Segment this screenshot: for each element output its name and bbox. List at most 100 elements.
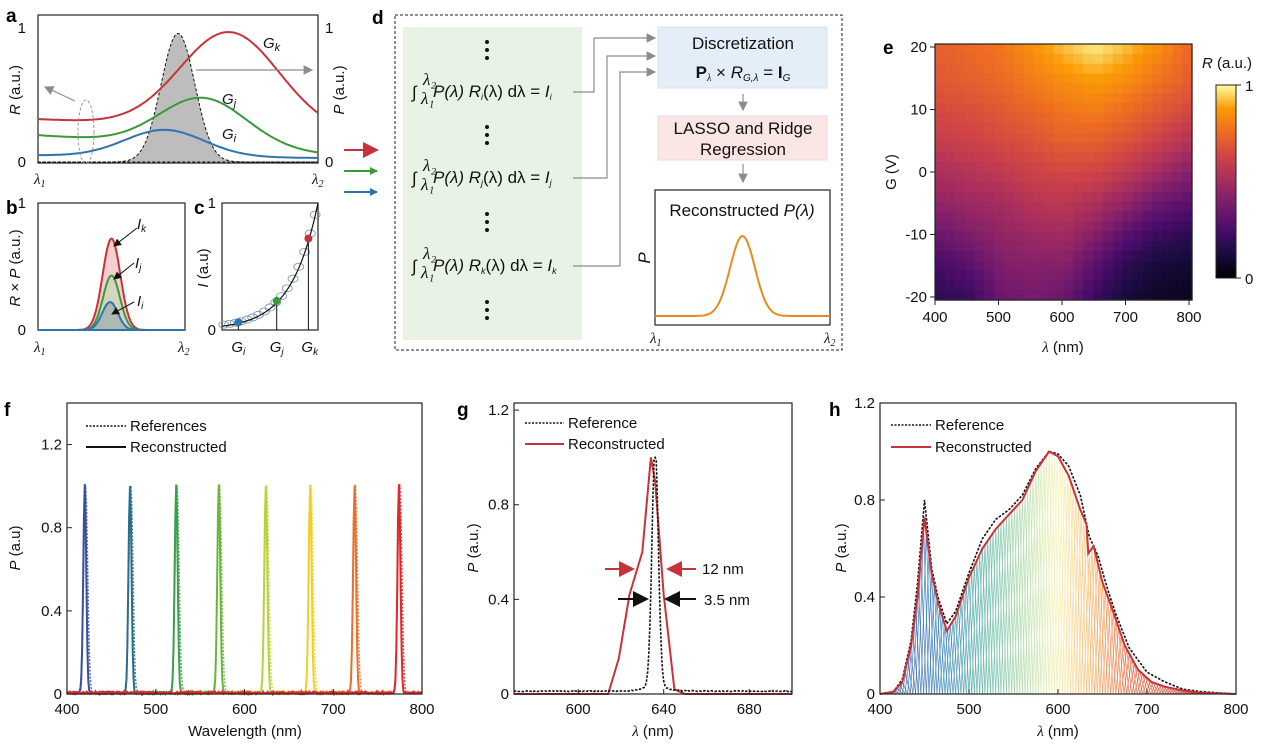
heatmap-cell bbox=[1033, 211, 1045, 222]
heatmap-cell bbox=[974, 93, 986, 104]
panel-label-d: d bbox=[372, 8, 384, 29]
measurement-circle bbox=[287, 274, 299, 283]
heatmap-cell bbox=[1073, 181, 1084, 193]
heatmap-cell bbox=[1043, 83, 1055, 94]
heatmap-cell bbox=[1112, 290, 1124, 301]
heatmap-cell bbox=[1162, 152, 1173, 163]
heatmap-cell bbox=[1182, 201, 1193, 212]
heatmap-cell bbox=[984, 211, 995, 222]
heatmap-cell bbox=[935, 93, 946, 104]
heatmap-cell bbox=[1112, 260, 1124, 272]
heatmap-cell bbox=[1063, 280, 1074, 291]
heatmap-cell bbox=[1093, 83, 1104, 94]
heatmap-cell bbox=[944, 270, 956, 281]
heatmap-cell bbox=[935, 132, 946, 144]
heatmap-cell bbox=[1083, 172, 1094, 183]
heatmap-cell bbox=[1112, 83, 1124, 94]
heatmap-cell bbox=[964, 201, 976, 212]
heatmap-cell bbox=[1112, 181, 1124, 193]
heatmap-cell bbox=[1043, 103, 1055, 114]
heatmap-cell bbox=[1182, 270, 1193, 281]
heatmap-cell bbox=[944, 112, 956, 124]
panel-c-current-plot: 1 0 I (a.u) Gi Gj Gk bbox=[195, 195, 321, 358]
heatmap-cell bbox=[1182, 240, 1193, 252]
heatmap-cell bbox=[984, 44, 995, 55]
heatmap-cell bbox=[1172, 290, 1183, 301]
heatmap-cell bbox=[1033, 44, 1045, 55]
heatmap-cell bbox=[1033, 103, 1045, 114]
heatmap-cell bbox=[954, 162, 966, 173]
heatmap-cell bbox=[1053, 63, 1065, 75]
heatmap-cell bbox=[1182, 221, 1193, 232]
heatmap-cell bbox=[1152, 53, 1163, 65]
heatmap-cell bbox=[1112, 162, 1124, 173]
heatmap-cell bbox=[1142, 280, 1154, 291]
y-tick-left: 0 bbox=[18, 154, 26, 171]
heatmap-cell bbox=[1142, 181, 1154, 193]
x-tick-label: 800 bbox=[1223, 701, 1248, 718]
heatmap-cell bbox=[1122, 132, 1134, 144]
pointer-arrow bbox=[111, 301, 135, 315]
heatmap-cell bbox=[1142, 231, 1154, 242]
heatmap-cell bbox=[1004, 221, 1015, 232]
heatmap-cell bbox=[1033, 93, 1045, 104]
heatmap-cell bbox=[1033, 73, 1045, 84]
heatmap-cell bbox=[964, 191, 976, 203]
heatmap-cell bbox=[1014, 231, 1025, 242]
heatmap-cell bbox=[935, 290, 946, 301]
heatmap-cell bbox=[1093, 221, 1104, 232]
heatmap-cell bbox=[935, 53, 946, 65]
heatmap-cell bbox=[1004, 93, 1015, 104]
x-label-gi: Gi bbox=[231, 339, 246, 358]
fit-curve bbox=[221, 202, 319, 327]
measurement-circle bbox=[281, 284, 293, 293]
heatmap-cell bbox=[1063, 240, 1074, 252]
heatmap-cell bbox=[1063, 260, 1074, 272]
heatmap-cell bbox=[1023, 240, 1035, 252]
heatmap-cell bbox=[1112, 132, 1124, 144]
heatmap-cell bbox=[1053, 191, 1065, 203]
heatmap-cell bbox=[984, 172, 995, 183]
heatmap-cell bbox=[1162, 221, 1173, 232]
heatmap-cell bbox=[1014, 280, 1025, 291]
heatmap-cell bbox=[1014, 211, 1025, 222]
panel-a-reflectance-plot: 1 0 1 0 R (a.u.) P (a.u.) λ1 λ2 Gk Gj Gi bbox=[7, 14, 348, 190]
heatmap-cell bbox=[1004, 122, 1015, 134]
heatmap-cell bbox=[974, 181, 986, 193]
heatmap-cell bbox=[1112, 250, 1124, 262]
vertical-ellipsis-icon bbox=[485, 40, 489, 44]
lambda2-label: λ2 bbox=[311, 172, 324, 190]
heatmap-cell bbox=[1142, 73, 1154, 84]
heatmap-cell bbox=[1014, 53, 1025, 65]
measurement-circle bbox=[299, 247, 310, 256]
heatmap-cell bbox=[1073, 211, 1084, 222]
panel-label-h: h bbox=[829, 400, 841, 421]
heatmap-cell bbox=[974, 44, 986, 55]
heatmap-cell bbox=[954, 221, 966, 232]
heatmap-cell bbox=[1152, 211, 1163, 222]
blue-arrowhead bbox=[370, 188, 378, 196]
heatmap-cell bbox=[1033, 201, 1045, 212]
heatmap-cell bbox=[1043, 172, 1055, 183]
heatmap-cell bbox=[1023, 221, 1035, 232]
y-tick-label: 1.2 bbox=[41, 437, 62, 454]
y-axis-label: P (a.u.) bbox=[465, 523, 482, 572]
heatmap-cell bbox=[994, 290, 1005, 301]
heatmap-cell bbox=[1004, 63, 1015, 75]
heatmap-cell bbox=[1142, 93, 1154, 104]
heatmap-cell bbox=[1182, 44, 1193, 55]
heatmap-cell bbox=[1103, 280, 1114, 291]
heatmap-cell bbox=[1014, 44, 1025, 55]
heatmap-cell bbox=[994, 211, 1005, 222]
heatmap-cell bbox=[1093, 290, 1104, 301]
spectrum-p-area bbox=[38, 32, 318, 163]
vertical-ellipsis-icon bbox=[485, 316, 489, 320]
heatmap-cell bbox=[1023, 231, 1035, 242]
heatmap-cell bbox=[1103, 122, 1114, 134]
heatmap-cell bbox=[1172, 240, 1183, 252]
heatmap-cell bbox=[1043, 44, 1055, 55]
heatmap-cell bbox=[1063, 270, 1074, 281]
plot-frame bbox=[513, 402, 793, 695]
measurement-circle bbox=[293, 262, 305, 271]
heatmap-cell bbox=[1142, 221, 1154, 232]
